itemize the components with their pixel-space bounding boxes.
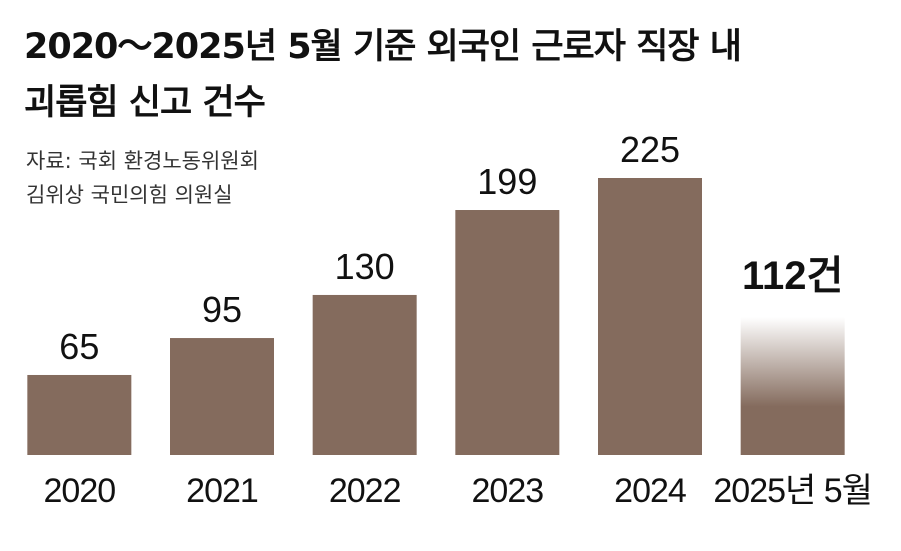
x-tick-label: 2020 bbox=[44, 472, 116, 510]
data-label: 130 bbox=[335, 246, 395, 287]
bar bbox=[455, 210, 560, 455]
data-label: 112건 bbox=[742, 254, 843, 298]
bar bbox=[312, 294, 417, 455]
data-label: 225 bbox=[620, 129, 680, 170]
x-tick-label: 2022 bbox=[329, 472, 401, 510]
data-label: 65 bbox=[59, 326, 99, 367]
bar bbox=[740, 317, 845, 455]
x-tick-label: 2023 bbox=[472, 472, 544, 510]
bar bbox=[170, 338, 274, 455]
chart-title: 괴롭힘 신고 건수 bbox=[24, 83, 265, 123]
data-label: 199 bbox=[477, 161, 537, 202]
x-tick-label: 2021 bbox=[186, 472, 258, 510]
data-label: 95 bbox=[202, 289, 242, 330]
source-note: 김위상 국민의힘 의원실 bbox=[26, 183, 233, 207]
bar bbox=[598, 178, 702, 455]
chart-title: 2020～2025년 5월 기준 외국인 근로자 직장 내 bbox=[24, 27, 741, 67]
bar bbox=[27, 374, 132, 455]
x-tick-label: 2025년 5월 bbox=[713, 472, 872, 510]
source-note: 자료: 국회 환경노동위원회 bbox=[26, 149, 259, 173]
x-tick-label: 2024 bbox=[614, 472, 686, 510]
